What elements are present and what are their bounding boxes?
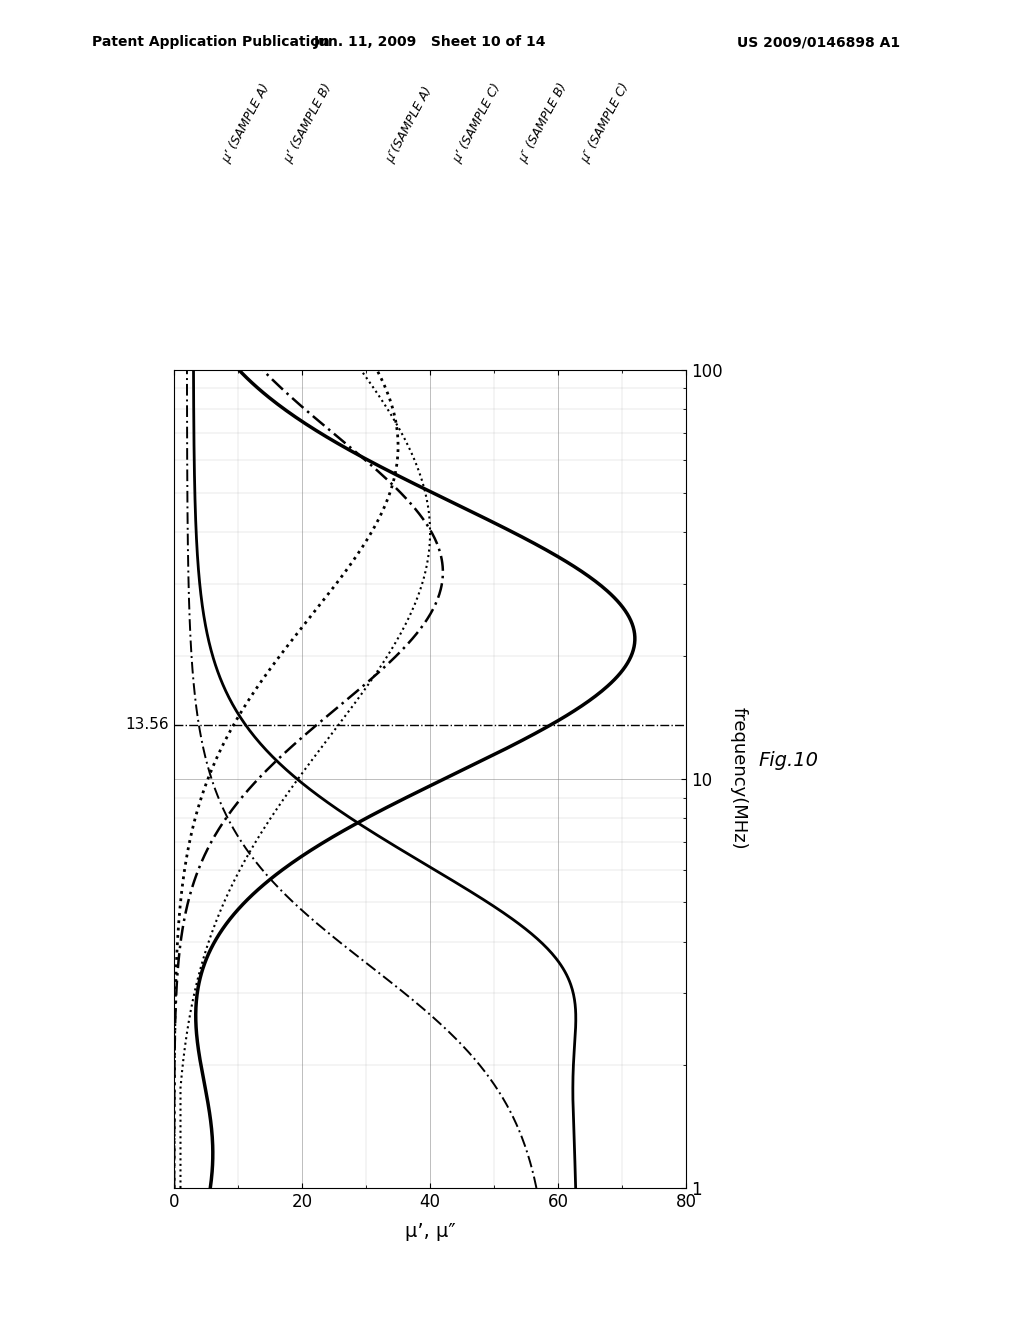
Text: 13.56: 13.56 bbox=[125, 717, 169, 733]
Text: μ’ (SAMPLE A): μ’ (SAMPLE A) bbox=[220, 82, 272, 165]
X-axis label: μ’, μ″: μ’, μ″ bbox=[404, 1222, 456, 1241]
Text: μ’ (SAMPLE C): μ’ (SAMPLE C) bbox=[451, 82, 504, 165]
Text: US 2009/0146898 A1: US 2009/0146898 A1 bbox=[737, 36, 900, 49]
Y-axis label: frequency(MHz): frequency(MHz) bbox=[729, 708, 748, 850]
Text: μ″(SAMPLE A): μ″(SAMPLE A) bbox=[384, 84, 435, 165]
Text: Fig.10: Fig.10 bbox=[759, 751, 818, 770]
Text: μ″ (SAMPLE B): μ″ (SAMPLE B) bbox=[517, 81, 570, 165]
Text: Jun. 11, 2009   Sheet 10 of 14: Jun. 11, 2009 Sheet 10 of 14 bbox=[313, 36, 547, 49]
Text: μ″ (SAMPLE C): μ″ (SAMPLE C) bbox=[579, 81, 632, 165]
Text: μ’ (SAMPLE B): μ’ (SAMPLE B) bbox=[282, 82, 334, 165]
Text: Patent Application Publication: Patent Application Publication bbox=[92, 36, 330, 49]
